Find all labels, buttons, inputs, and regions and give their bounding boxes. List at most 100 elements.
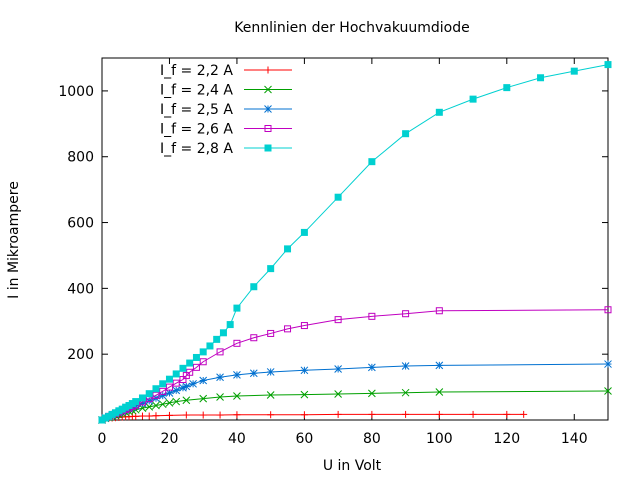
data-point — [158, 400, 167, 409]
data-point — [604, 360, 612, 368]
data-point — [233, 411, 241, 419]
data-point — [604, 61, 612, 69]
x-axis-label: U in Volt — [323, 458, 382, 474]
data-point — [165, 411, 173, 419]
legend: I_f = 2,2 A I_f = 2,4 A I_f = 2,5 A I_f = 2… — [160, 63, 292, 157]
data-point — [186, 368, 194, 376]
data-point — [172, 370, 180, 378]
data-point — [300, 390, 309, 399]
legend-label: I_f = 2,2 A — [160, 63, 233, 79]
data-point — [368, 312, 376, 320]
data-point — [435, 410, 443, 418]
data-point — [402, 310, 410, 318]
data-point — [267, 329, 275, 337]
y-axis: 200 400 600 800 1000 — [58, 84, 608, 363]
data-point — [435, 361, 444, 370]
legend-marker — [264, 144, 272, 152]
data-point — [503, 410, 511, 418]
data-point — [192, 353, 200, 361]
data-point — [199, 394, 208, 403]
x-tick-label: 140 — [561, 431, 588, 447]
chart-title: Kennlinien der Hochvakuumdiode — [234, 20, 469, 36]
data-point — [138, 412, 146, 420]
data-point — [284, 325, 292, 333]
data-point — [249, 369, 258, 378]
legend-item: I_f = 2,8 A — [160, 141, 292, 157]
data-point — [401, 388, 410, 397]
data-point — [182, 396, 191, 405]
data-point — [537, 74, 545, 82]
y-axis-label: I in Mikroampere — [6, 181, 22, 299]
data-point — [334, 390, 342, 398]
data-point — [219, 329, 227, 337]
data-point — [186, 359, 194, 367]
data-point — [233, 304, 241, 312]
x-tick-label: 60 — [295, 431, 313, 447]
x-tick-label: 0 — [98, 431, 107, 447]
data-point — [206, 342, 214, 350]
data-point — [435, 388, 444, 396]
data-point — [300, 411, 308, 419]
data-point — [152, 401, 160, 410]
data-point — [334, 193, 342, 201]
data-point — [368, 410, 376, 418]
data-point — [199, 411, 207, 419]
data-point — [165, 389, 174, 397]
legend-item: I_f = 2,2 A — [160, 63, 292, 79]
data-point — [182, 382, 191, 391]
data-point — [368, 158, 376, 166]
legend-label: I_f = 2,4 A — [160, 83, 233, 99]
series-layer — [98, 61, 612, 424]
data-point — [570, 67, 578, 75]
series-1 — [98, 410, 528, 424]
data-point — [172, 397, 181, 406]
x-tick-label: 80 — [363, 431, 381, 447]
y-tick-label: 1000 — [58, 84, 94, 100]
legend-label: I_f = 2,6 A — [160, 122, 233, 138]
data-point — [250, 334, 258, 342]
data-point — [334, 365, 342, 373]
data-point — [189, 379, 197, 388]
data-point — [435, 307, 443, 315]
data-point — [213, 335, 221, 343]
data-point — [401, 362, 410, 370]
x-tick-label: 120 — [493, 431, 520, 447]
data-point — [199, 348, 207, 356]
data-point — [192, 363, 200, 371]
data-point — [469, 95, 477, 103]
data-point — [152, 391, 160, 399]
x-tick-label: 100 — [426, 431, 453, 447]
data-point — [435, 108, 443, 116]
legend-item: I_f = 2,6 A — [160, 122, 292, 138]
x-tick-label: 20 — [161, 431, 179, 447]
data-point — [216, 393, 224, 401]
data-point — [300, 366, 309, 375]
data-point — [503, 84, 511, 92]
data-point — [179, 364, 187, 372]
data-point — [267, 265, 275, 273]
data-point — [216, 373, 224, 382]
data-point — [145, 412, 153, 420]
data-point — [172, 386, 181, 395]
data-point — [145, 402, 154, 411]
series-line — [101, 413, 524, 421]
legend-marker — [264, 66, 272, 74]
data-point — [159, 380, 167, 388]
data-point — [368, 363, 376, 372]
y-tick-label: 800 — [67, 150, 94, 166]
data-point — [132, 398, 140, 406]
data-point — [216, 411, 224, 419]
y-tick-label: 400 — [67, 281, 94, 297]
series-2 — [98, 387, 612, 424]
y-tick-label: 600 — [67, 216, 94, 232]
series-5 — [98, 61, 612, 424]
legend-marker — [264, 85, 272, 94]
data-point — [267, 411, 275, 419]
data-point — [266, 368, 275, 376]
data-point — [165, 383, 173, 391]
plot-area: 0 20 40 60 80 100 120 140 200 400 600 800 1000 — [58, 57, 612, 447]
legend-item: I_f = 2,5 A — [160, 102, 292, 118]
data-point — [199, 376, 208, 385]
data-point — [300, 228, 308, 236]
